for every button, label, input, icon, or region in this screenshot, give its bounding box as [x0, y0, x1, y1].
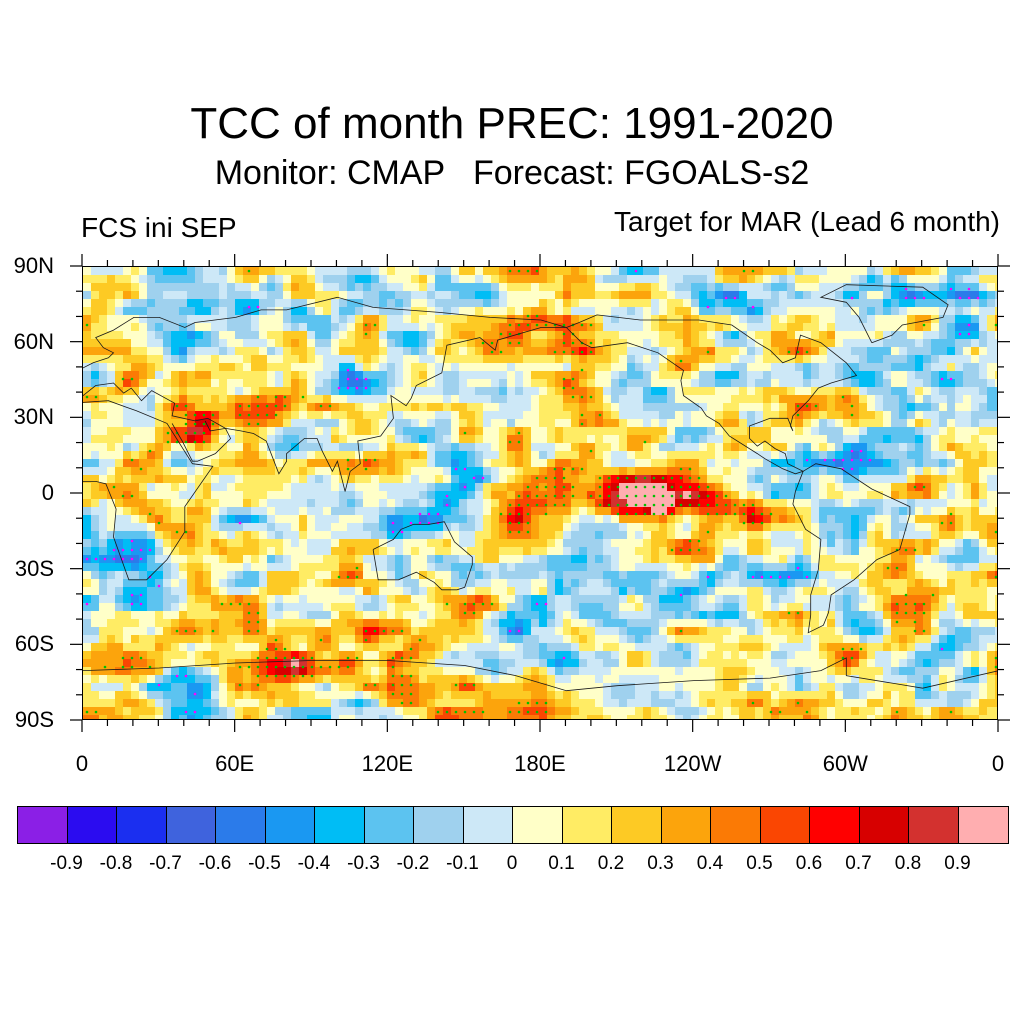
colorbar-label: -0.2	[396, 853, 430, 874]
colorbar-box	[414, 807, 464, 843]
colorbar-label: -0.8	[99, 853, 133, 874]
colorbar-label: 0.7	[845, 853, 872, 874]
colorbar-box	[909, 807, 959, 843]
map-title: TCC of month PREC: 1991-2020	[190, 99, 834, 148]
longitude-label: 180E	[514, 751, 566, 776]
latitude-label: 0	[41, 480, 54, 505]
colorbar-label: -0.1	[446, 853, 479, 874]
latitude-label: 30N	[13, 404, 54, 430]
colorbar	[17, 806, 1009, 844]
colorbar-box	[166, 807, 216, 843]
colorbar-label: -0.5	[248, 853, 281, 874]
coastlines	[83, 284, 997, 692]
colorbar-box	[67, 807, 117, 843]
map-subtitle: Monitor: CMAP Forecast: FGOALS-s2	[214, 154, 810, 192]
colorbar-label: -0.9	[50, 853, 83, 874]
colorbar-box	[562, 807, 612, 843]
longitude-label: 0	[75, 751, 89, 776]
colorbar-box	[364, 807, 414, 843]
longitude-label: 60W	[822, 751, 868, 776]
longitude-label: 120W	[663, 751, 722, 776]
colorbar-label: 0.2	[597, 853, 625, 874]
latitude-label: 30S	[14, 555, 54, 581]
colorbar-box	[117, 807, 167, 843]
colorbar-label: 0.9	[944, 853, 971, 874]
colorbar-label: 0.1	[548, 853, 575, 874]
colorbar-box	[612, 807, 662, 843]
colorbar-label: 0.4	[696, 853, 724, 874]
colorbar-label: 0	[506, 853, 518, 874]
colorbar-box	[315, 807, 365, 843]
colorbar-label: -0.7	[149, 853, 182, 874]
latitude-label: 60N	[13, 328, 54, 354]
colorbar-box	[513, 807, 563, 843]
target-month-label: Target for MAR (Lead 6 month)	[614, 206, 1000, 237]
latitude-label: 90N	[13, 253, 54, 278]
colorbar-box	[711, 807, 761, 843]
colorbar-box	[810, 807, 860, 843]
longitude-label: 0	[991, 751, 1005, 776]
colorbar-box	[216, 807, 266, 843]
colorbar-box	[463, 807, 513, 843]
correlation-map	[82, 266, 998, 720]
colorbar-label: 0.8	[894, 853, 922, 874]
colorbar-box	[18, 807, 68, 843]
colorbar-label: -0.3	[347, 853, 380, 874]
colorbar-box	[760, 807, 810, 843]
colorbar-box	[265, 807, 315, 843]
colorbar-label: -0.6	[198, 853, 232, 874]
latitude-label: 90S	[14, 707, 54, 732]
colorbar-box	[859, 807, 909, 843]
colorbar-label: -0.4	[297, 853, 331, 874]
colorbar-box	[661, 807, 711, 843]
colorbar-label: 0.3	[647, 853, 674, 874]
initial-month-label: FCS ini SEP	[81, 212, 237, 243]
correlation-field	[83, 267, 997, 719]
longitude-label: 60E	[215, 751, 255, 776]
longitude-label: 120E	[361, 751, 414, 776]
correlation-cells	[83, 267, 997, 719]
latitude-label: 60S	[14, 631, 54, 657]
colorbar-label: 0.5	[746, 853, 773, 874]
colorbar-box	[958, 807, 1008, 843]
colorbar-label: 0.6	[795, 853, 823, 874]
significance-dots	[85, 269, 997, 714]
